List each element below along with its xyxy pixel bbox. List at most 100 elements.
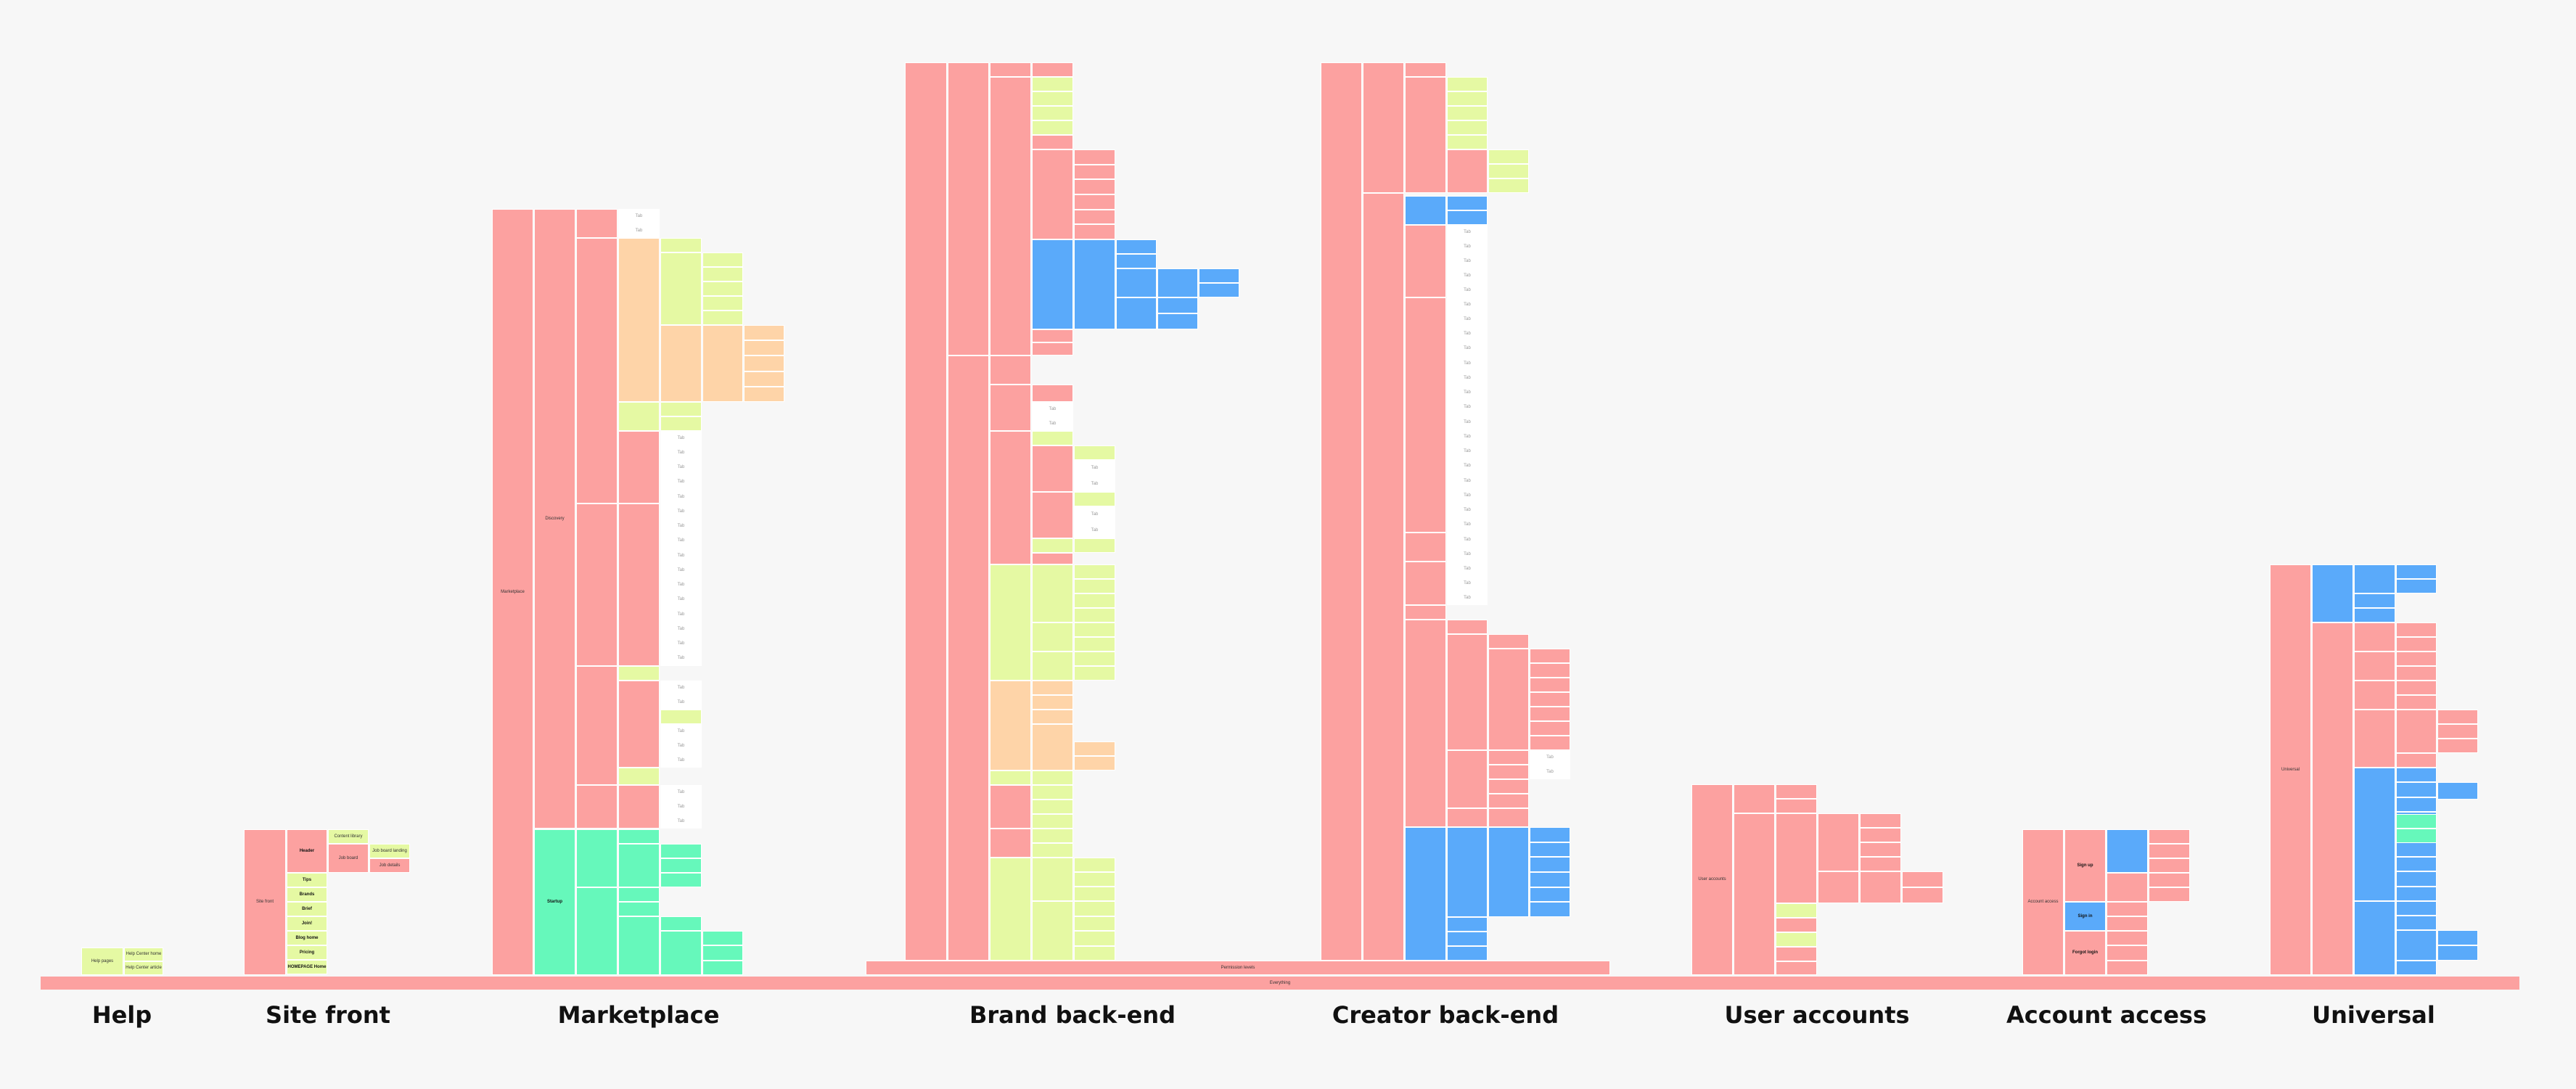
univ-blue	[2437, 782, 2478, 800]
univ-mint	[2396, 829, 2437, 843]
univ-leaf	[2396, 856, 2437, 872]
accounts-leaf	[1860, 857, 1901, 871]
brand-leaf	[1074, 901, 1115, 916]
mk-node	[576, 785, 618, 829]
accounts-leaf	[1776, 947, 1817, 961]
univ-leaf	[2396, 579, 2437, 593]
site-link: Brief	[287, 902, 327, 916]
univ-leaf	[2396, 666, 2437, 681]
accounts-lime	[1776, 932, 1817, 947]
access-leaf	[2149, 858, 2190, 873]
brand-leaf	[1199, 268, 1239, 283]
brand-leaf	[1032, 710, 1073, 724]
univ-blue	[2396, 930, 2437, 961]
leaf-node: Tab	[1447, 562, 1488, 576]
creator-node	[1488, 649, 1529, 750]
creator-node	[1447, 750, 1488, 808]
creator-leaf	[1447, 91, 1488, 106]
univ-leaf	[2396, 652, 2437, 666]
access-leaf	[2107, 945, 2148, 961]
leaf-node: Tab	[618, 209, 660, 223]
leaf-node: Tab	[1447, 591, 1488, 605]
brand-leaf	[1074, 945, 1115, 961]
creator-node	[1363, 193, 1404, 961]
leaf-node: Tab	[660, 800, 702, 814]
brand-peach	[990, 681, 1031, 770]
brand-leaf	[1074, 149, 1115, 165]
brand-leaf	[1074, 194, 1115, 210]
site-link: Pricing	[287, 945, 327, 960]
univ-leaf	[2396, 753, 2437, 768]
creator-leaf	[1488, 149, 1529, 164]
univ-leaf	[2396, 564, 2437, 579]
univ-node	[2312, 622, 2353, 975]
leaf-node: Tab	[1447, 533, 1488, 547]
category-label-universal: Universal	[2312, 1001, 2435, 1029]
category-label-accounts: User accounts	[1724, 1001, 1910, 1029]
access-node: Account access	[2022, 829, 2064, 975]
creator-leaf	[1488, 779, 1529, 794]
creator-leaf	[1447, 77, 1488, 91]
category-label-brand: Brand back-end	[969, 1001, 1176, 1029]
leaf-node: Tab	[660, 431, 702, 446]
accounts-node	[1818, 871, 1859, 903]
brand-peach	[1032, 724, 1073, 770]
leaf-node: Tab	[1074, 476, 1115, 492]
creator-leaf	[1530, 678, 1570, 692]
brand-leaf	[1074, 209, 1115, 225]
leaf-node: Tab	[660, 592, 702, 607]
signup-node: Sign up	[2064, 829, 2106, 902]
creator-leaf	[1488, 765, 1529, 779]
brand-leaf	[1157, 297, 1198, 313]
creator-node	[1405, 620, 1446, 827]
mk-mint	[618, 887, 660, 902]
leaf-node: Tab	[1530, 765, 1570, 779]
creator-leaf	[1530, 736, 1570, 750]
access-leaf	[2149, 829, 2190, 844]
mk-node	[576, 209, 618, 238]
univ-leaf	[2396, 782, 2437, 797]
leaf-node: Tab	[1447, 297, 1488, 313]
mk-leaf	[702, 945, 743, 961]
brand-leaf	[1032, 843, 1073, 858]
leaf-node: Tab	[1447, 356, 1488, 371]
creator-leaf	[1488, 750, 1529, 765]
leaf-node: Tab	[1447, 239, 1488, 254]
mk-lime	[660, 238, 702, 252]
leaf-node: Tab	[1447, 385, 1488, 400]
accounts-node	[1734, 813, 1775, 975]
brand-node	[1032, 62, 1073, 77]
creator-leaf	[1530, 842, 1570, 858]
creator-leaf	[1447, 917, 1488, 932]
brand-node	[990, 431, 1031, 564]
leaf-node: Tab	[618, 223, 660, 238]
brand-lime	[1074, 445, 1115, 460]
leaf-node: Tab	[660, 636, 702, 652]
leaf-node: Tab	[1447, 459, 1488, 474]
category-label-help: Help	[91, 1001, 152, 1029]
brand-leaf	[1116, 239, 1157, 254]
leaf-node: Tab	[660, 504, 702, 519]
mk-lime	[618, 402, 660, 431]
mk-node	[618, 681, 660, 768]
leaf-node: Tab	[1074, 461, 1115, 477]
univ-leaf	[2396, 871, 2437, 887]
creator-blue	[1405, 827, 1446, 961]
mk-leaf	[702, 296, 743, 311]
brand-lime	[1032, 538, 1073, 553]
univ-leaf	[2354, 593, 2395, 608]
mk-leaf	[744, 371, 784, 387]
help-item: Help Center home	[124, 948, 163, 961]
brand-node	[1032, 135, 1073, 149]
brand-leaf	[1032, 814, 1073, 829]
mk-leaf	[744, 386, 784, 402]
mk-leaf	[702, 311, 743, 325]
creator-leaf	[1447, 946, 1488, 961]
leaf-node: Tab	[1447, 517, 1488, 533]
access-leaf	[2107, 960, 2148, 975]
brand-leaf	[1157, 313, 1198, 329]
creator-leaf	[1488, 178, 1529, 193]
brand-leaf	[1074, 858, 1115, 872]
marketplace-node: Marketplace	[492, 209, 533, 975]
univ-leaf	[2396, 622, 2437, 637]
